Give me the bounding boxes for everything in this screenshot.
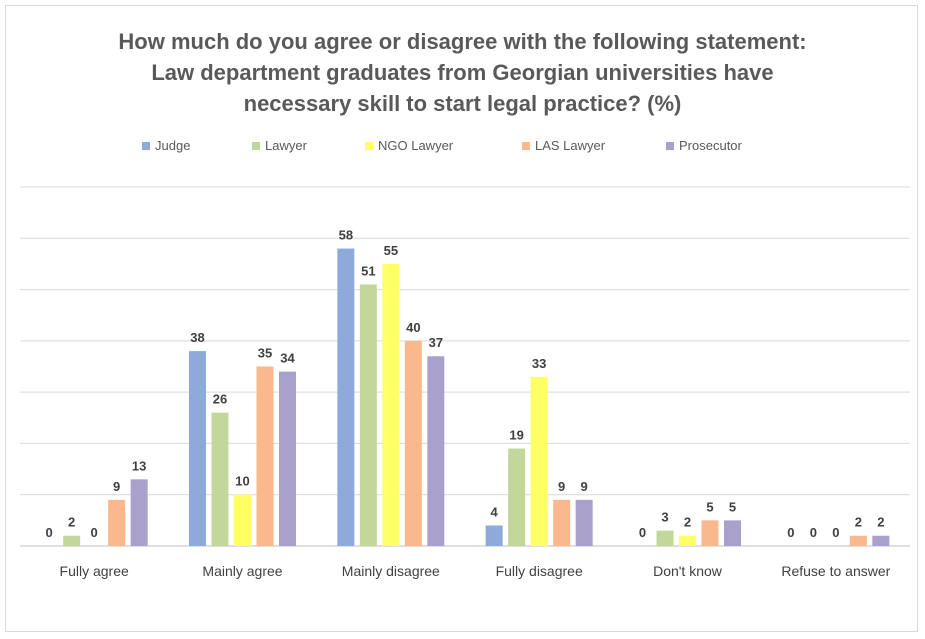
data-label-ngo-lawyer: 10 (235, 474, 249, 489)
data-label-las-lawyer: 40 (406, 320, 420, 335)
bar-ngo-lawyer (530, 376, 548, 546)
data-label-prosecutor: 34 (280, 351, 295, 366)
bar-las-lawyer (553, 499, 571, 546)
chart-title-line-2: Law department graduates from Georgian u… (151, 60, 774, 85)
data-label-las-lawyer: 5 (706, 499, 713, 514)
data-label-judge: 0 (787, 525, 794, 540)
bar-prosecutor (130, 479, 148, 546)
chart-title-line-1: How much do you agree or disagree with t… (118, 29, 807, 54)
legend-item-las-lawyer: LAS Lawyer (522, 138, 605, 153)
data-label-las-lawyer: 35 (258, 346, 272, 361)
bar-judge (189, 351, 206, 546)
chart-title: How much do you agree or disagree with t… (0, 26, 925, 119)
category-label: Mainly disagree (342, 563, 440, 579)
category-label: Fully disagree (496, 563, 583, 579)
legend-swatch-las-lawyer (522, 141, 530, 150)
legend-swatch-judge (142, 141, 150, 150)
data-label-prosecutor: 37 (429, 335, 443, 350)
bar-lawyer (656, 530, 674, 546)
data-label-lawyer: 26 (213, 392, 227, 407)
category-label: Mainly agree (202, 563, 282, 579)
data-label-judge: 58 (339, 228, 353, 243)
data-label-prosecutor: 2 (877, 515, 884, 530)
bar-las-lawyer (256, 366, 274, 546)
legend-swatch-lawyer (252, 141, 260, 150)
data-label-lawyer: 3 (661, 510, 668, 525)
bar-lawyer (63, 535, 81, 546)
chart-title-line-3: necessary skill to start legal practice?… (243, 91, 682, 116)
bar-judge (337, 248, 355, 547)
legend-label-las-lawyer: LAS Lawyer (535, 138, 606, 153)
category-label: Don't know (653, 563, 723, 579)
data-label-prosecutor: 9 (581, 479, 588, 494)
legend-item-lawyer: Lawyer (252, 138, 307, 153)
bar-prosecutor (427, 356, 445, 546)
legend-label-prosecutor: Prosecutor (679, 138, 742, 153)
bar-ngo-lawyer (234, 494, 251, 546)
chart-frame (5, 5, 918, 632)
data-label-las-lawyer: 9 (558, 479, 565, 494)
data-label-lawyer: 2 (68, 515, 75, 530)
legend-label-ngo-lawyer: NGO Lawyer (378, 138, 454, 153)
data-label-prosecutor: 13 (132, 458, 146, 473)
data-label-judge: 4 (491, 504, 499, 519)
data-label-las-lawyer: 9 (113, 479, 120, 494)
data-label-judge: 0 (46, 525, 53, 540)
bar-prosecutor (724, 520, 741, 546)
legend-item-judge: Judge (142, 138, 190, 153)
bar-ngo-lawyer (679, 535, 696, 546)
legend-swatch-ngo-lawyer (365, 141, 373, 150)
bar-las-lawyer (404, 340, 422, 546)
data-label-ngo-lawyer: 0 (91, 525, 98, 540)
bar-ngo-lawyer (382, 263, 400, 546)
bar-lawyer (211, 412, 229, 546)
category-label: Fully agree (60, 563, 129, 579)
bar-las-lawyer (701, 520, 719, 546)
legend-item-ngo-lawyer: NGO Lawyer (365, 138, 453, 153)
bar-prosecutor (872, 535, 890, 546)
bar-las-lawyer (108, 499, 126, 546)
bar-lawyer (508, 448, 526, 546)
bar-las-lawyer (849, 535, 867, 546)
bar-prosecutor (279, 371, 296, 546)
category-label: Refuse to answer (781, 563, 890, 579)
data-label-lawyer: 19 (509, 428, 523, 443)
legend-label-judge: Judge (155, 138, 191, 153)
bar-judge (485, 525, 503, 546)
data-label-ngo-lawyer: 0 (832, 525, 839, 540)
legend-swatch-prosecutor (666, 141, 674, 150)
bar-prosecutor (575, 499, 593, 546)
data-label-prosecutor: 5 (729, 499, 736, 514)
data-label-judge: 0 (639, 525, 646, 540)
data-label-ngo-lawyer: 33 (532, 356, 546, 371)
data-label-ngo-lawyer: 55 (384, 243, 398, 258)
data-label-ngo-lawyer: 2 (684, 515, 691, 530)
data-label-judge: 38 (190, 330, 204, 345)
chart-legend: Judge Lawyer NGO Lawyer LAS Lawyer Prose… (0, 138, 925, 156)
data-label-las-lawyer: 2 (855, 515, 862, 530)
data-label-lawyer: 0 (810, 525, 817, 540)
bar-lawyer (359, 284, 377, 546)
legend-label-lawyer: Lawyer (265, 138, 307, 153)
data-label-lawyer: 51 (361, 263, 375, 278)
legend-item-prosecutor: Prosecutor (666, 138, 742, 153)
